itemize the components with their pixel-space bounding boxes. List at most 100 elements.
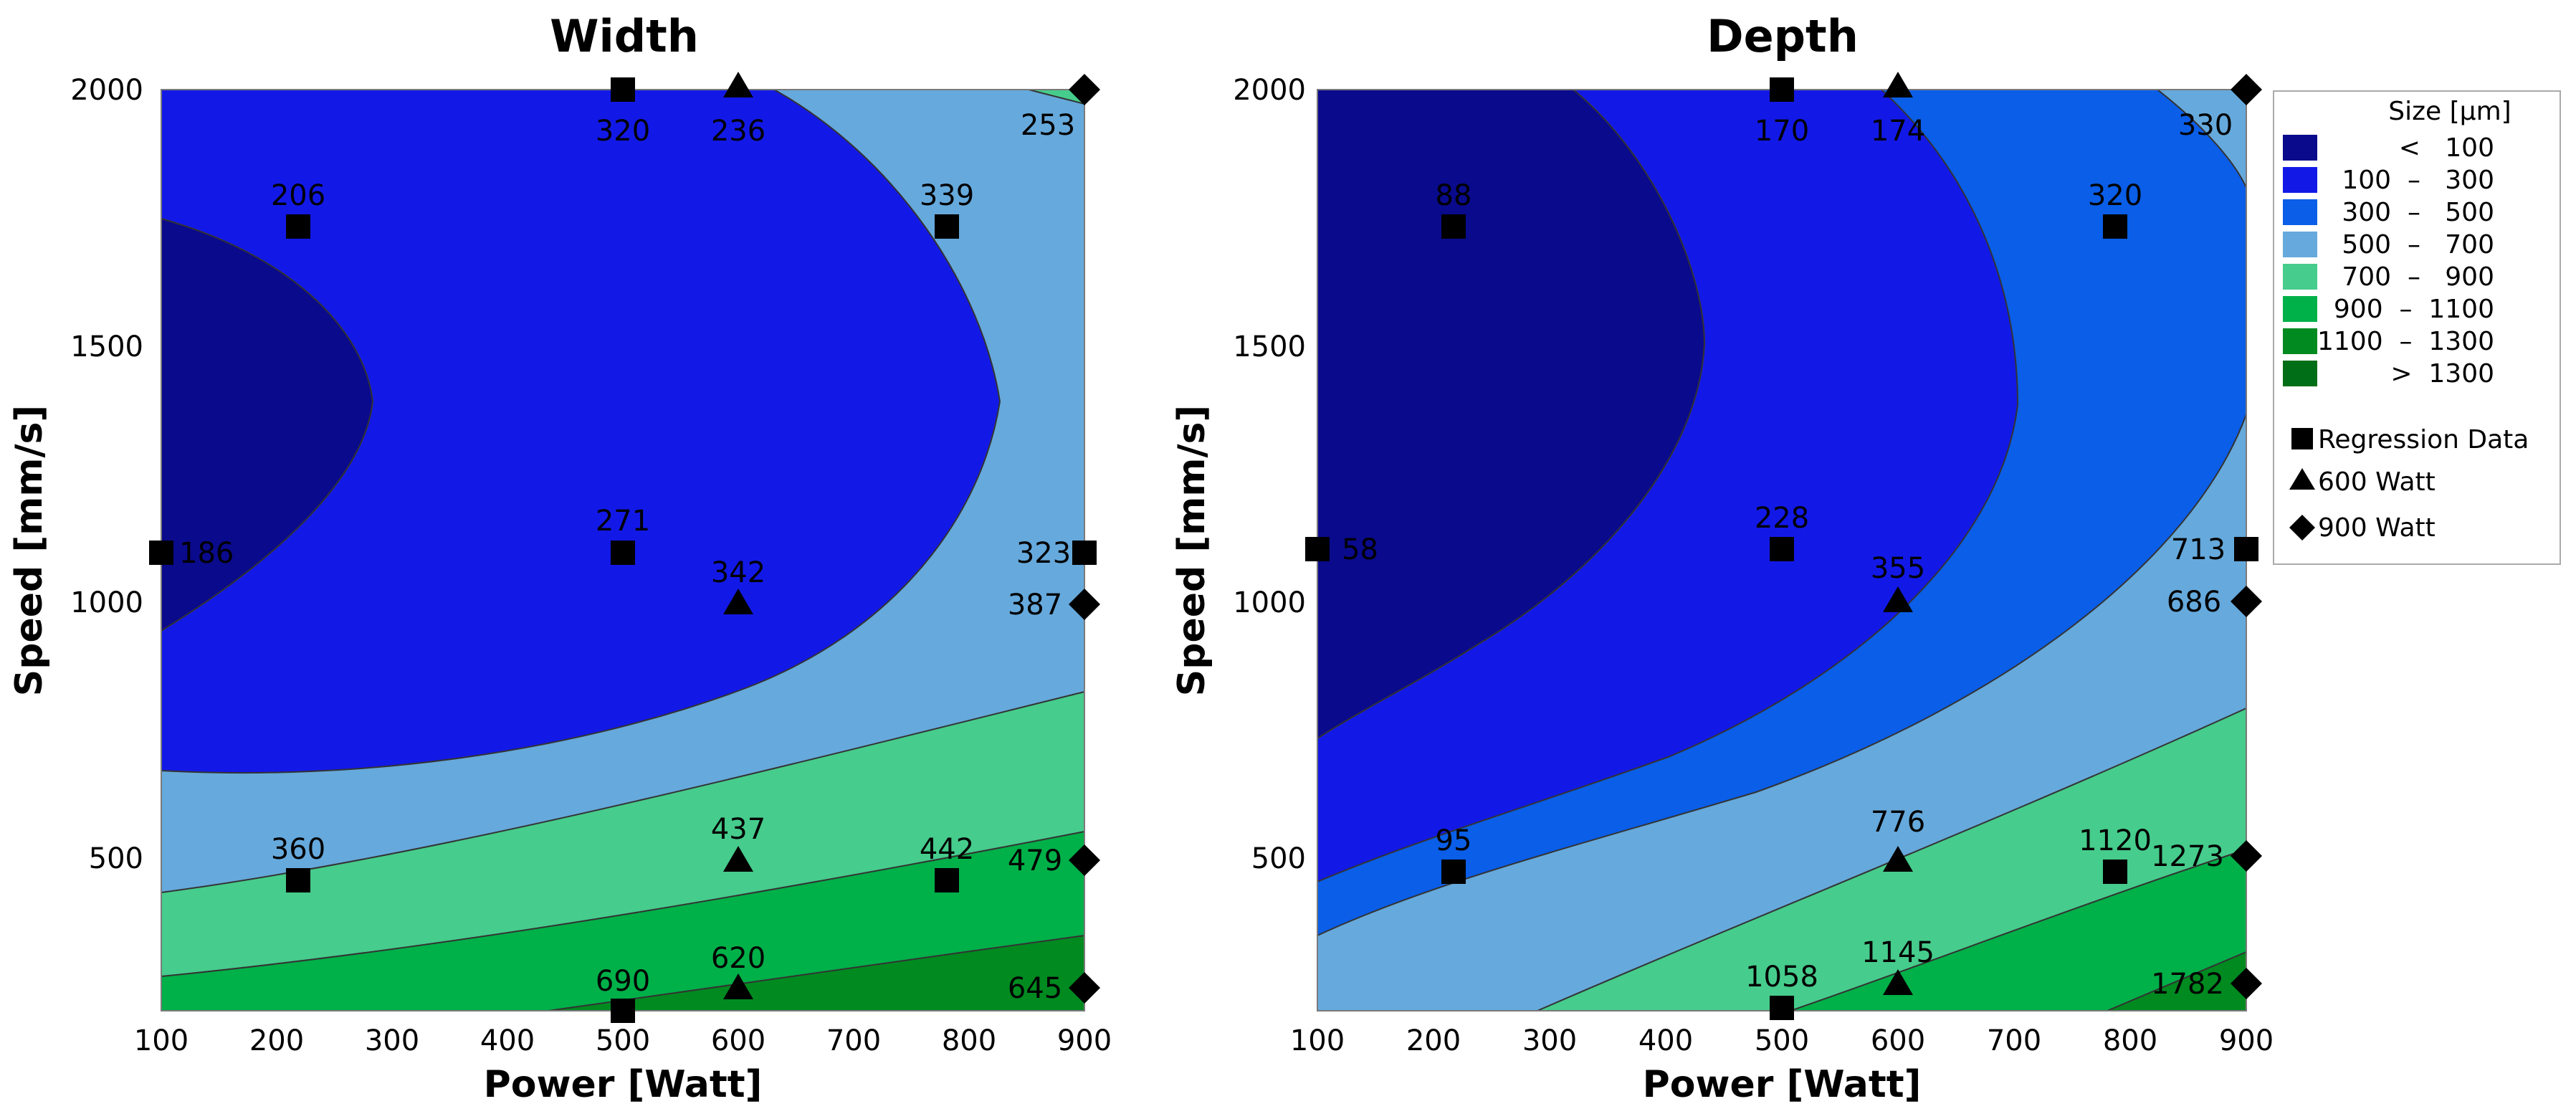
width-marker-diamond: [1069, 844, 1100, 876]
width-marker-square: [286, 214, 310, 239]
depth-marker-square: [1770, 77, 1794, 102]
legend-marker-label: Regression Data: [2318, 425, 2529, 454]
width-point-label: 339: [920, 179, 974, 212]
width-x-tick-100: 100: [134, 1024, 189, 1057]
depth-x-tick-200: 200: [1406, 1024, 1461, 1057]
depth-title: Depth: [1707, 10, 1859, 62]
width-y-axis-label: Speed [mm/s]: [8, 405, 51, 696]
depth-point-label: 95: [1436, 824, 1472, 857]
width-marker-diamond: [1069, 589, 1100, 620]
depth-point-label: 228: [1755, 502, 1809, 535]
legend-swatch: [2283, 328, 2317, 354]
width-x-tick-500: 500: [596, 1024, 650, 1057]
depth-y-tick-1000: 1000: [1233, 586, 1306, 619]
depth-x-tick-700: 700: [1987, 1024, 2041, 1057]
depth-marker-square: [2103, 214, 2127, 239]
legend-swatch: [2283, 361, 2317, 386]
width-point-label: 186: [179, 537, 234, 570]
width-x-axis-label: Power [Watt]: [484, 1063, 763, 1106]
width-x-tick-800: 800: [942, 1024, 996, 1057]
depth-y-axis: 500 1000 1500 2000 Speed [mm/s]: [1170, 74, 1306, 875]
width-marker-square: [611, 999, 635, 1023]
depth-point-label: 174: [1871, 115, 1925, 148]
legend-swatch: [2283, 135, 2317, 161]
depth-y-axis-label: Speed [mm/s]: [1170, 405, 1213, 696]
depth-data-markers: 170 174 330 88 320 58 228 713 355 686 95…: [1305, 72, 2262, 1020]
depth-panel: Depth 100 200 300 400 500 600 700 800 90…: [1170, 10, 2274, 1106]
depth-point-label: 1273: [2151, 840, 2224, 873]
width-point-label: 690: [596, 965, 650, 998]
width-marker-square: [1072, 541, 1097, 565]
width-marker-square: [611, 77, 635, 102]
depth-y-tick-1500: 1500: [1233, 330, 1306, 363]
legend-range: > 1300: [2390, 359, 2494, 389]
width-region-100-300: [161, 89, 1001, 774]
width-y-tick-500: 500: [89, 842, 143, 875]
width-point-label: 620: [711, 942, 765, 975]
depth-point-label: 170: [1755, 115, 1809, 148]
width-marker-square: [935, 868, 959, 892]
width-point-label: 253: [1021, 109, 1075, 142]
width-point-label: 271: [596, 505, 650, 538]
legend: Size [µm] < 100 100 – 300 300 – 500 500 …: [2273, 90, 2561, 565]
width-point-label: 442: [920, 833, 974, 866]
depth-marker-diamond: [2231, 968, 2262, 999]
legend-swatch: [2283, 232, 2317, 257]
width-point-label: 437: [711, 813, 765, 846]
width-region-lt-100: [161, 217, 374, 632]
legend-marker-label: 600 Watt: [2318, 467, 2436, 497]
width-x-tick-900: 900: [1057, 1024, 1112, 1057]
legend-range: 100 – 300: [2342, 166, 2494, 195]
depth-marker-diamond: [2231, 840, 2262, 872]
width-point-label: 206: [271, 179, 325, 212]
width-panel: Width 100 200 300 400 500 600 700 800 90…: [8, 10, 1112, 1106]
width-x-tick-600: 600: [711, 1024, 765, 1057]
depth-point-label: 776: [1871, 806, 1925, 839]
width-point-label: 387: [1008, 589, 1062, 622]
depth-marker-square: [1441, 214, 1466, 239]
legend-range: < 100: [2399, 133, 2494, 163]
depth-marker-square: [1770, 996, 1794, 1020]
width-point-label: 342: [711, 556, 765, 589]
depth-point-label: 1058: [1745, 961, 1818, 994]
legend-title: Size [µm]: [2388, 97, 2511, 126]
legend-swatch: [2283, 167, 2317, 193]
width-marker-triangle: [723, 846, 753, 872]
depth-x-axis: 100 200 300 400 500 600 700 800 900 Powe…: [1290, 1024, 2274, 1106]
width-y-tick-1000: 1000: [70, 586, 143, 619]
depth-marker-diamond: [2231, 586, 2262, 617]
legend-range: 1100 – 1300: [2317, 327, 2494, 356]
width-y-axis: 500 1000 1500 2000 Speed [mm/s]: [8, 74, 143, 875]
depth-y-tick-2000: 2000: [1233, 74, 1306, 107]
width-x-tick-400: 400: [480, 1024, 535, 1057]
depth-region-lt-100: [1317, 89, 1706, 740]
depth-y-tick-500: 500: [1251, 842, 1306, 875]
legend-swatch: [2283, 199, 2317, 225]
legend-triangle-icon: [2289, 468, 2315, 490]
depth-x-tick-400: 400: [1638, 1024, 1693, 1057]
width-y-tick-2000: 2000: [70, 74, 143, 107]
legend-swatch: [2283, 296, 2317, 322]
legend-marker-label: 900 Watt: [2318, 513, 2436, 543]
width-contour-fills: [161, 89, 1085, 1011]
depth-marker-diamond: [2231, 74, 2262, 105]
legend-range: 300 – 500: [2342, 198, 2494, 227]
legend-range: 500 – 700: [2342, 230, 2494, 260]
width-point-label: 645: [1008, 972, 1062, 1005]
legend-range: 700 – 900: [2342, 262, 2494, 292]
depth-point-label: 1145: [1861, 936, 1935, 969]
depth-point-label: 88: [1436, 179, 1472, 212]
legend-range: 900 – 1100: [2334, 295, 2494, 324]
width-point-label: 320: [596, 115, 650, 148]
width-point-label: 236: [711, 115, 765, 148]
legend-frame: [2273, 90, 2561, 565]
depth-x-tick-500: 500: [1755, 1024, 1809, 1057]
depth-region-900-1100: [1790, 848, 2247, 1011]
width-point-label: 323: [1016, 537, 1071, 570]
depth-region-1100-1300: [2107, 951, 2247, 1011]
width-marker-diamond: [1069, 972, 1100, 1004]
depth-point-label: 1120: [2079, 824, 2152, 857]
depth-point-label: 58: [1342, 533, 1378, 566]
width-x-tick-200: 200: [249, 1024, 304, 1057]
